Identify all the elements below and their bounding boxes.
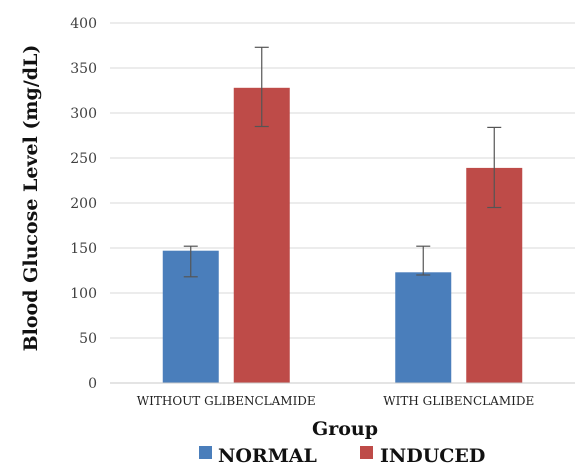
error-bar-normal-2 <box>416 246 430 275</box>
y-tick-labels: 0 50 100 150 200 250 300 350 400 <box>70 16 97 392</box>
bar-induced-1 <box>234 88 290 383</box>
legend: NORMAL INDUCED <box>199 445 485 467</box>
legend-swatch-normal <box>199 446 212 459</box>
bar-normal-2 <box>395 272 451 383</box>
x-tick-label: WITH GLIBENCLAMIDE <box>383 394 534 408</box>
y-axis-title: Blood Glucose Level (mg/dL) <box>20 45 42 352</box>
legend-label-induced: INDUCED <box>380 445 485 467</box>
y-tick-label: 150 <box>70 241 97 257</box>
y-tick-label: 250 <box>70 151 97 167</box>
x-axis-title: Group <box>312 418 378 440</box>
y-tick-label: 0 <box>88 376 97 392</box>
y-tick-label: 50 <box>79 331 97 347</box>
x-tick-label: WITHOUT GLIBENCLAMIDE <box>137 394 316 408</box>
y-tick-label: 100 <box>70 286 97 302</box>
x-tick-labels: WITHOUT GLIBENCLAMIDE WITH GLIBENCLAMIDE <box>137 394 534 408</box>
legend-swatch-induced <box>360 446 373 459</box>
y-tick-label: 350 <box>70 61 97 77</box>
y-tick-label: 300 <box>70 106 97 122</box>
error-bars <box>184 47 502 276</box>
y-tick-label: 200 <box>70 196 97 212</box>
y-tick-label: 400 <box>70 16 97 32</box>
bars <box>163 88 523 383</box>
legend-label-normal: NORMAL <box>218 445 317 467</box>
